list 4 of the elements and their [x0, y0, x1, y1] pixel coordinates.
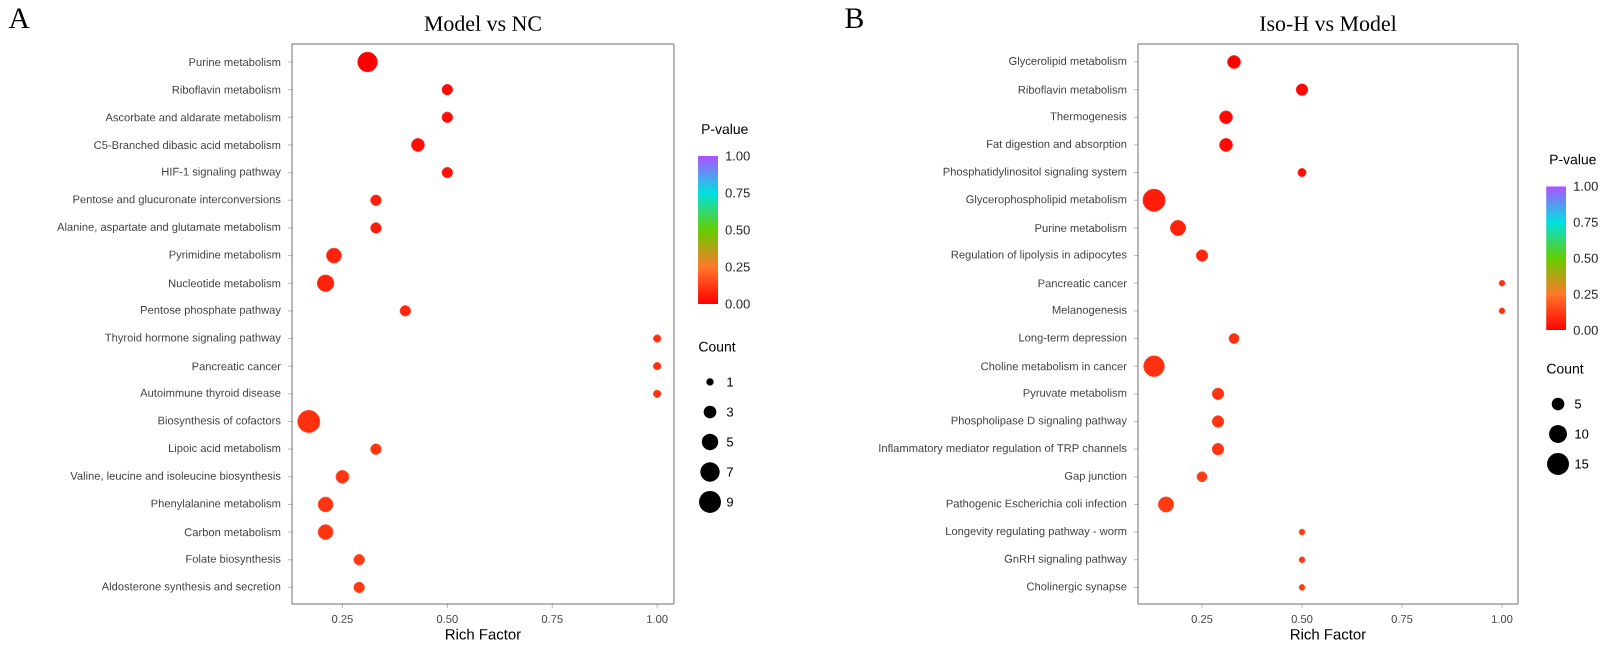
- text: A: [8, 8, 30, 29]
- text: B: [845, 8, 863, 29]
- chart-title: Model vs NC: [424, 15, 541, 32]
- chart-title: Iso-H vs Model: [1260, 15, 1397, 32]
